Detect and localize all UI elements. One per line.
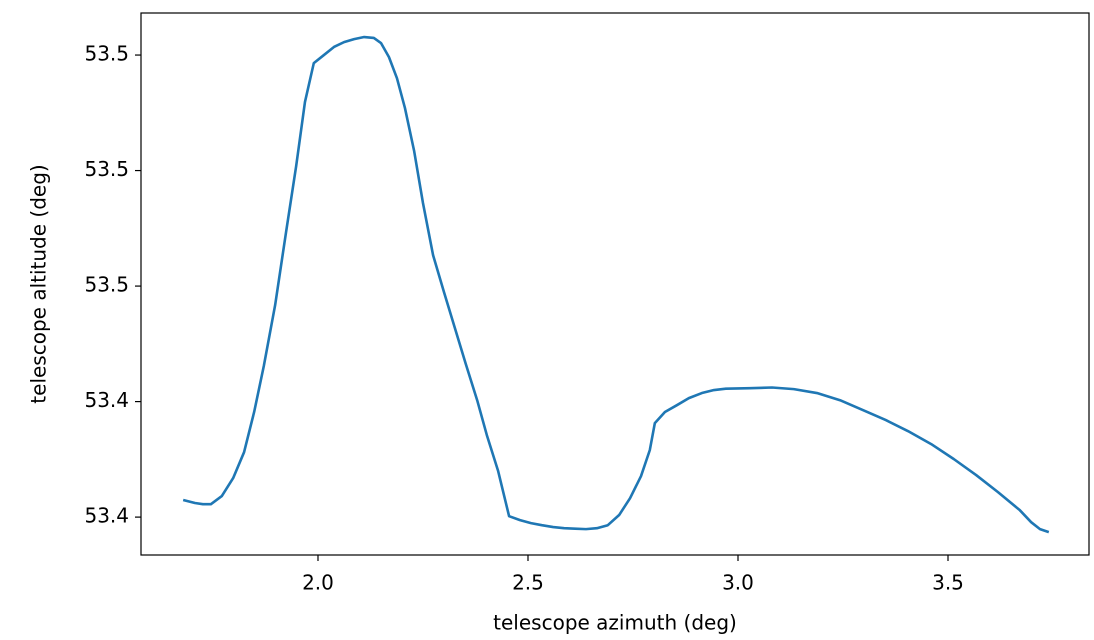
- x-axis-label: telescope azimuth (deg): [493, 611, 737, 635]
- data-line: [182, 35, 1050, 534]
- y-tick-label: 53.4: [84, 388, 129, 412]
- plot-frame: [140, 12, 1090, 556]
- y-tick-label: 53.4: [84, 504, 129, 528]
- y-axis-label: telescope altitude (deg): [27, 164, 51, 403]
- x-tick-label: 2.0: [302, 571, 334, 595]
- y-tick-label: 53.5: [84, 42, 129, 66]
- x-tick-label: 3.5: [932, 571, 964, 595]
- y-tick-label: 53.5: [84, 157, 129, 181]
- y-tick-label: 53.5: [84, 273, 129, 297]
- x-tick-label: 2.5: [512, 571, 544, 595]
- x-tick-label: 3.0: [722, 571, 754, 595]
